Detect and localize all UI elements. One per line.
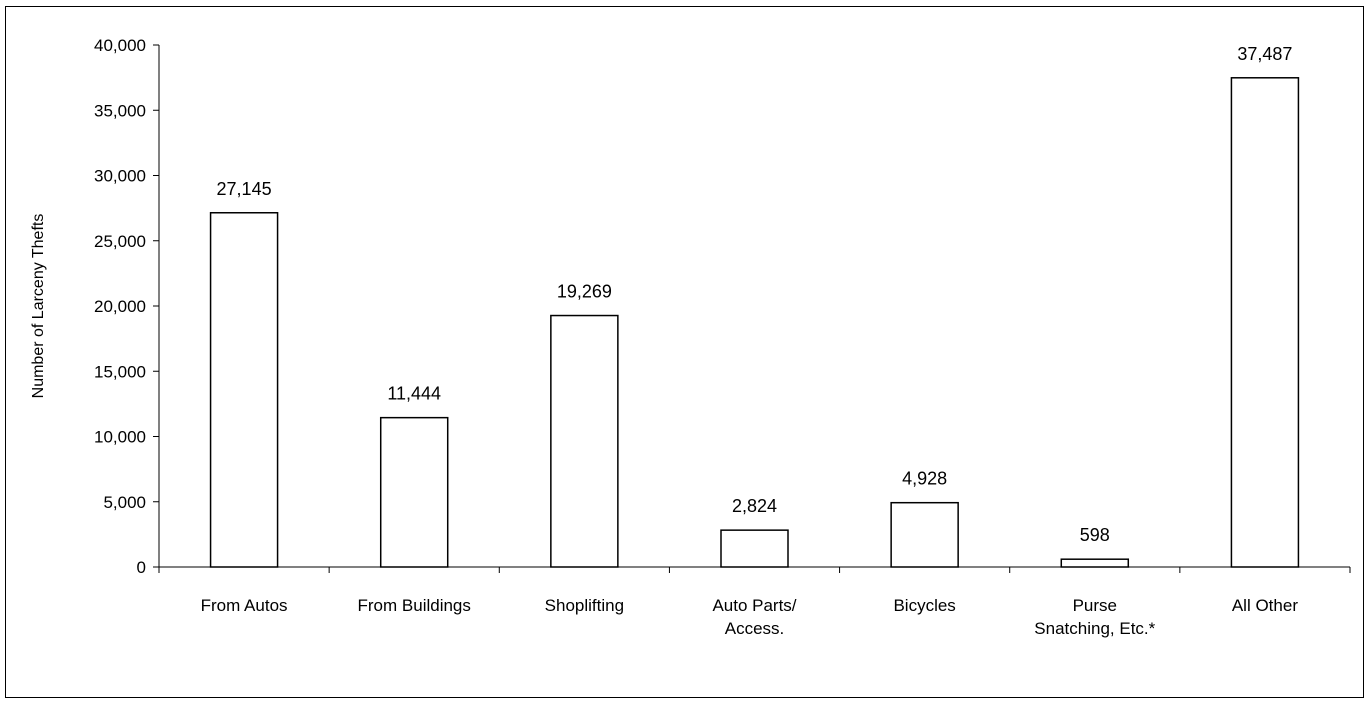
bar: [379, 416, 449, 568]
bar: [1060, 558, 1130, 568]
y-tick-label: 10,000: [94, 428, 146, 447]
data-label: 4,928: [902, 469, 947, 489]
y-tick-label: 15,000: [94, 362, 146, 381]
y-tick-label: 40,000: [94, 36, 146, 55]
x-category-label: From Autos: [201, 596, 288, 615]
data-label: 19,269: [557, 282, 612, 302]
y-tick-label: 30,000: [94, 167, 146, 186]
x-category-label: Snatching, Etc.*: [1034, 619, 1155, 638]
x-category-label: Purse: [1073, 596, 1117, 615]
y-tick-label: 5,000: [103, 493, 146, 512]
y-tick-label: 0: [137, 558, 146, 577]
bar: [209, 212, 279, 568]
y-tick-label: 25,000: [94, 232, 146, 251]
ticks-group: [153, 44, 1351, 573]
bars-group: [209, 77, 1300, 568]
x-category-label: Auto Parts/: [712, 596, 796, 615]
data-label: 598: [1080, 525, 1110, 545]
data-label: 37,487: [1237, 44, 1292, 64]
data-label: 2,824: [732, 496, 777, 516]
x-category-label: From Buildings: [358, 596, 471, 615]
axes-group: [158, 45, 1350, 568]
y-tick-label: 20,000: [94, 297, 146, 316]
y-tick-label: 35,000: [94, 101, 146, 120]
bar: [890, 501, 959, 568]
y-axis-title: Number of Larceny Thefts: [30, 214, 47, 399]
bar: [1230, 77, 1300, 568]
x-category-label: Shoplifting: [545, 596, 624, 615]
x-category-label: All Other: [1232, 596, 1298, 615]
data-label: 27,145: [217, 179, 272, 199]
x-category-label: Access.: [725, 619, 785, 638]
bar: [720, 529, 789, 568]
labels-group: 0 5,000 10,000 15,000 20,000 25,000 30,000 35,0…: [94, 36, 1298, 638]
data-label: 11,444: [387, 384, 441, 404]
x-category-label: Bicycles: [893, 596, 955, 615]
bar: [550, 314, 619, 568]
